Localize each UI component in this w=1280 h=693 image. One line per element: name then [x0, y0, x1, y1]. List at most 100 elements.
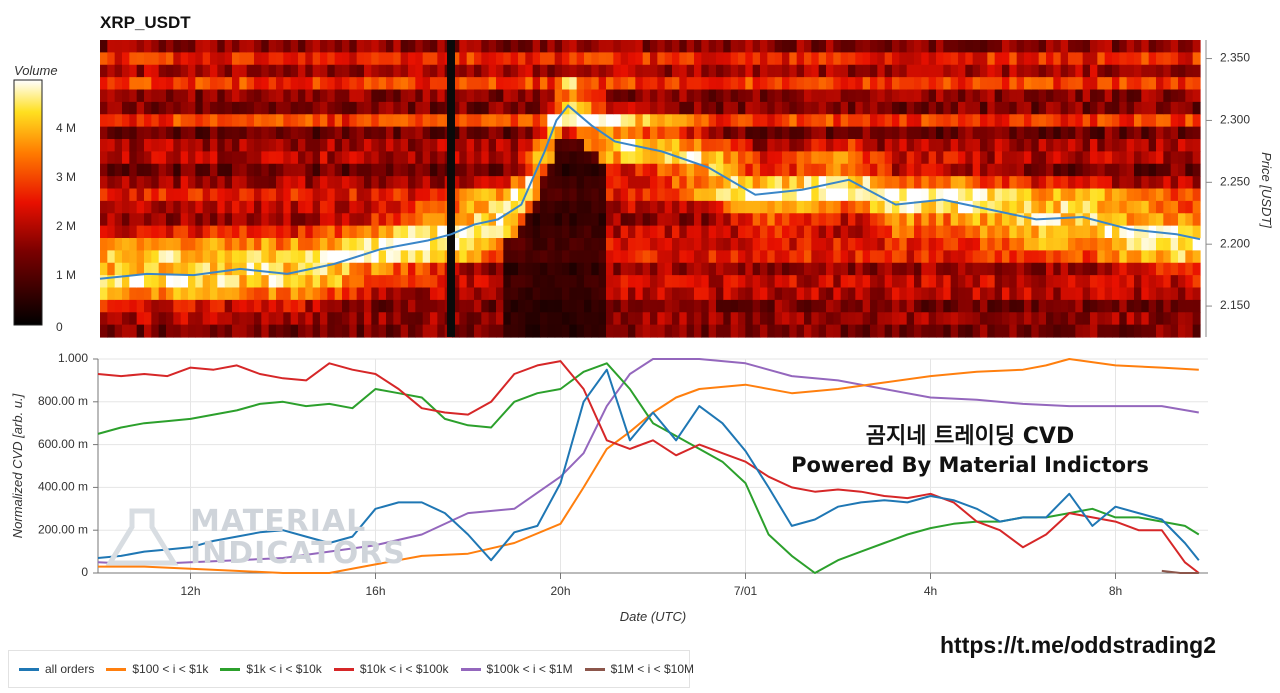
heatmap-cell [452, 176, 460, 190]
heatmap-cell [1082, 188, 1091, 202]
heatmap-cell [584, 64, 592, 78]
heatmap-cell [752, 89, 761, 103]
heatmap-cell [635, 188, 644, 202]
heatmap-cell [532, 101, 541, 115]
heatmap-cell [613, 324, 622, 338]
heatmap-cell [650, 238, 658, 251]
heatmap-cell [745, 114, 754, 128]
heatmap-cell [862, 139, 871, 152]
heatmap-cell [180, 52, 189, 66]
heatmap-cell [188, 225, 196, 239]
heatmap-cell [914, 52, 922, 66]
heatmap-cell [818, 225, 827, 239]
heatmap-cell [752, 225, 761, 239]
overlay-title: 곰지네 트레이딩 CVD [865, 424, 1075, 449]
heatmap-cell [972, 188, 981, 202]
heatmap-cell [760, 188, 768, 202]
heatmap-cell [1112, 52, 1120, 66]
heatmap-cell [268, 225, 277, 239]
heatmap-cell [598, 114, 607, 128]
heatmap-cell [738, 188, 746, 202]
heatmap-cell [965, 299, 974, 313]
heatmap-cell [958, 139, 966, 152]
heatmap-cell [400, 52, 409, 66]
heatmap-cell [840, 324, 849, 338]
legend-item-100k-1m[interactable]: $100k < i < $1M [460, 662, 573, 676]
heatmap-cell [562, 324, 570, 338]
heatmap-cell [437, 40, 446, 53]
heatmap-cell [664, 324, 673, 338]
heatmap-cell [826, 101, 834, 115]
legend-item-all-orders[interactable]: all orders [19, 662, 94, 676]
heatmap-cell [356, 312, 365, 326]
heatmap-cell [180, 250, 189, 264]
heatmap-cell [980, 77, 988, 91]
heatmap-cell [738, 89, 746, 103]
heatmap-cell [899, 225, 908, 239]
heatmap-cell [928, 139, 937, 152]
heatmap-cell [202, 139, 211, 152]
heatmap-cell [1090, 126, 1098, 140]
heatmap-cell [980, 139, 988, 152]
heatmap-cell [408, 324, 416, 338]
legend-item-1m-10m[interactable]: $1M < i < $10M [584, 662, 694, 676]
heatmap-cell [936, 176, 944, 190]
heatmap-cell [122, 250, 130, 264]
telegram-link[interactable]: https://t.me/oddstrading2 [940, 632, 1216, 658]
heatmap-cell [481, 176, 490, 190]
heatmap-cell [642, 126, 651, 140]
heatmap-cell [136, 114, 145, 128]
heatmap-cell [1053, 114, 1062, 128]
heatmap-cell [972, 151, 981, 165]
heatmap-cell [620, 139, 629, 152]
heatmap-cell [422, 200, 431, 214]
heatmap-cell [950, 77, 959, 91]
heatmap-cell [342, 299, 350, 313]
heatmap-cell [804, 262, 812, 276]
heatmap-cell [1024, 89, 1032, 103]
heatmap-cell [188, 312, 196, 326]
heatmap-cell [158, 64, 167, 78]
heatmap-cell [657, 139, 666, 152]
heatmap-cell [1178, 200, 1186, 214]
heatmap-cell [965, 114, 974, 128]
heatmap-cell [650, 163, 658, 177]
heatmap-cell [327, 275, 336, 289]
heatmap-cell [958, 126, 966, 140]
heatmap-cell [400, 40, 409, 53]
heatmap-cell [1038, 89, 1047, 103]
heatmap-cell [474, 262, 482, 276]
heatmap-cell [1148, 213, 1157, 227]
heatmap-cell [459, 287, 468, 301]
heatmap-cell [782, 324, 790, 338]
heatmap-cell [994, 262, 1003, 276]
heatmap-cell [950, 151, 959, 165]
heatmap-cell [745, 275, 754, 289]
heatmap-cell [1178, 139, 1186, 152]
heatmap-cell [598, 64, 607, 78]
legend-item-10k-100k[interactable]: $10k < i < $100k [333, 662, 449, 676]
legend-item-100-1k[interactable]: $100 < i < $1k [106, 662, 208, 676]
heatmap-cell [906, 213, 915, 227]
heatmap-cell [1038, 163, 1047, 177]
heatmap-cell [1104, 139, 1113, 152]
heatmap-cell [804, 163, 812, 177]
price-axis-label: Price [USDT] [1259, 152, 1274, 228]
heatmap-cell [672, 89, 680, 103]
heatmap-cell [1097, 176, 1106, 190]
heatmap-cell [496, 151, 504, 165]
heatmap-cell [752, 64, 761, 78]
heatmap-cell [466, 101, 475, 115]
heatmap-cell [723, 188, 732, 202]
legend-item-1k-10k[interactable]: $1k < i < $10k [220, 662, 322, 676]
heatmap-cell [1112, 299, 1120, 313]
heatmap-cell [202, 163, 211, 177]
heatmap-cell [811, 139, 820, 152]
heatmap-cell [173, 77, 182, 91]
heatmap-cell [569, 238, 578, 251]
heatmap-cell [870, 40, 878, 53]
heatmap-cell [738, 64, 746, 78]
heatmap-cell [481, 250, 490, 264]
heatmap-cell [408, 77, 416, 91]
heatmap-cell [664, 114, 673, 128]
